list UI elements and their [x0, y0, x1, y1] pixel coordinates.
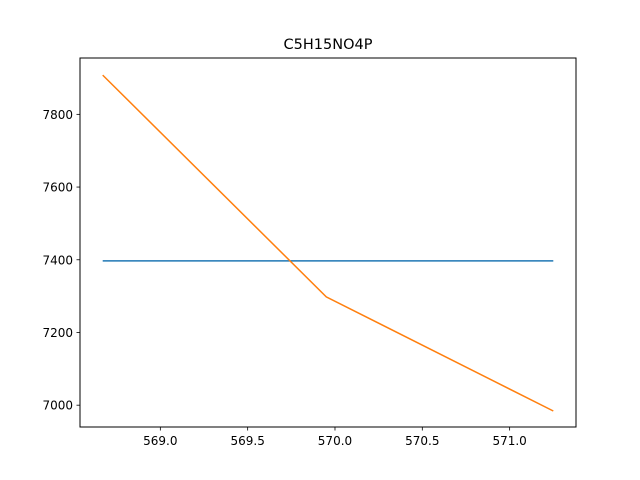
y-tick-label: 7200	[42, 326, 73, 340]
plot-area-frame	[79, 57, 577, 428]
series-2-line	[102, 74, 554, 412]
series-layer	[102, 74, 554, 412]
x-axis-ticks: 569.0 569.5 570.0 570.5 571.0	[143, 427, 527, 448]
x-tick-label: 569.5	[230, 434, 264, 448]
x-tick-label: 569.0	[143, 434, 177, 448]
y-tick-label: 7400	[42, 253, 73, 267]
y-tick-label: 7800	[42, 108, 73, 122]
y-axis-ticks: 7000 7200 7400 7600 7800	[42, 108, 80, 413]
x-tick-label: 571.0	[492, 434, 526, 448]
y-tick-label: 7000	[42, 399, 73, 413]
x-tick-label: 570.0	[318, 434, 352, 448]
chart-title: C5H15NO4P	[284, 37, 373, 53]
x-tick-label: 570.5	[405, 434, 439, 448]
y-tick-label: 7600	[42, 181, 73, 195]
